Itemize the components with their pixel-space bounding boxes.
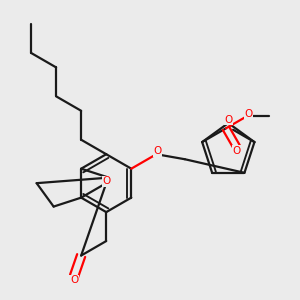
Text: O: O: [233, 146, 241, 156]
Text: O: O: [154, 146, 162, 156]
Text: O: O: [224, 115, 232, 124]
Text: O: O: [244, 109, 252, 118]
Text: O: O: [70, 275, 78, 285]
Text: O: O: [102, 176, 110, 186]
